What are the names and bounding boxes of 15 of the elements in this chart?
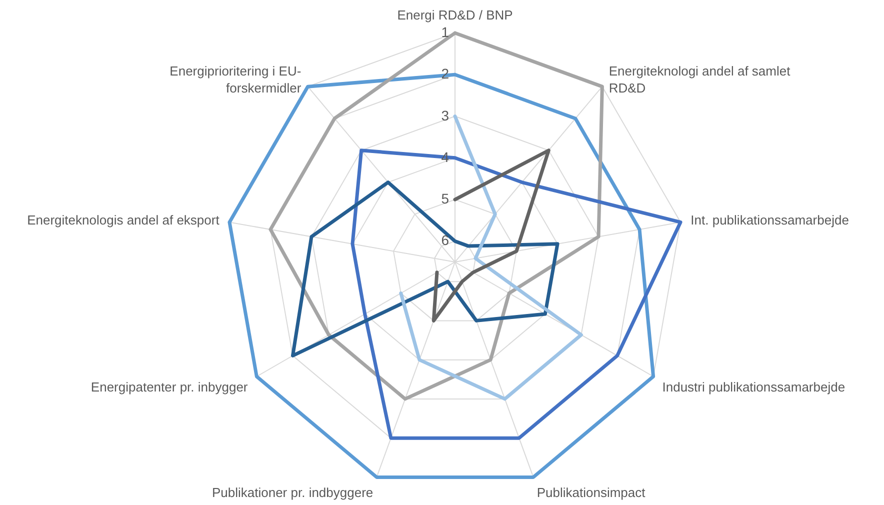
y-tick-label: 5: [441, 190, 450, 207]
y-tick-label: 6: [441, 232, 450, 248]
spoke-label: Energiprioritering i EU- forskermidler: [170, 64, 302, 96]
spoke-label: Energi RD&D / BNP: [397, 8, 513, 23]
spoke-label: Energipatenter pr. inbygger: [90, 380, 248, 395]
y-tick-label: 2: [441, 66, 450, 82]
y-tick-label: 3: [441, 107, 450, 124]
spoke-label: Industri publikationssamarbejde: [662, 380, 846, 395]
spoke-label: Energiteknologis andel af eksport: [27, 212, 220, 228]
y-tick-label: 1: [441, 24, 450, 40]
spoke-label: Publikationer pr. indbyggere: [212, 484, 374, 500]
y-tick-label: 4: [441, 148, 450, 165]
spoke-label: Publikationsimpact: [536, 484, 646, 500]
spoke-label: Energiteknologi andel af samlet RD&D: [608, 64, 791, 96]
spoke-label: Int. publikationssamarbejde: [690, 212, 849, 228]
